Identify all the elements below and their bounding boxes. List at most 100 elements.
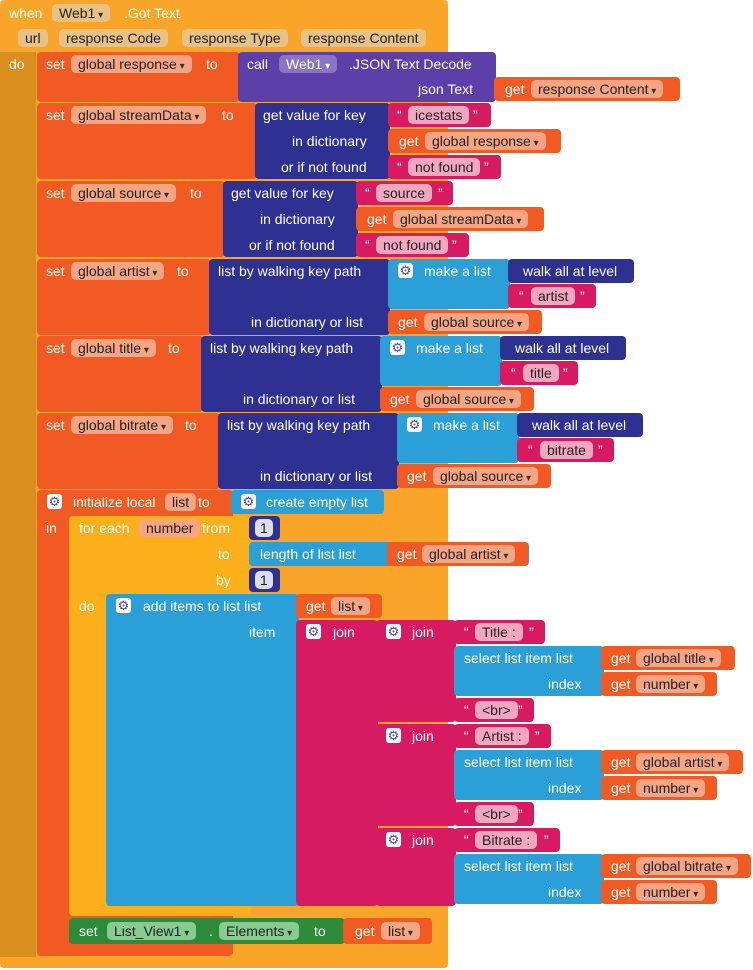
gear-icon[interactable]: ⚙ <box>398 263 413 278</box>
join-label: join <box>412 832 434 848</box>
create-empty-list-block[interactable] <box>231 490 384 514</box>
get-dropdown-global-response[interactable]: global response <box>425 132 546 150</box>
event-component-dropdown[interactable]: Web1 <box>52 4 111 22</box>
in-dict-or-list-label: in dictionary or list <box>251 314 364 330</box>
text-value-not-found[interactable]: not found <box>376 236 449 254</box>
param-url[interactable]: url <box>18 29 48 47</box>
to-label: to <box>222 107 234 123</box>
by-label: by <box>216 572 231 588</box>
get-dropdown-response-content[interactable]: response Content <box>531 80 664 98</box>
variable-dropdown-artist[interactable]: global artist <box>71 262 165 280</box>
get-dropdown-number[interactable]: number <box>636 779 706 797</box>
get-dropdown-global-artist[interactable]: global artist <box>636 753 730 771</box>
in-dictionary-label: in dictionary <box>260 211 335 227</box>
walk-all-at-level-block[interactable] <box>508 259 634 283</box>
select-list-item-block[interactable] <box>454 854 604 904</box>
gear-icon[interactable]: ⚙ <box>116 598 131 613</box>
text-value-source[interactable]: source <box>376 184 433 202</box>
select-list-item-block[interactable] <box>454 750 604 800</box>
variable-dropdown-source[interactable]: global source <box>71 184 177 202</box>
gear-icon[interactable]: ⚙ <box>306 624 321 639</box>
variable-dropdown-title[interactable]: global title <box>71 339 156 357</box>
get-value-for-key-block[interactable] <box>255 103 390 179</box>
get-dropdown-number[interactable]: number <box>636 675 706 693</box>
get-dropdown-global-source[interactable]: global source <box>424 313 530 331</box>
number-value-by[interactable]: 1 <box>255 571 273 589</box>
gear-icon[interactable]: ⚙ <box>241 494 256 509</box>
property-dropdown-elements[interactable]: Elements <box>219 922 300 940</box>
param-response-content[interactable]: response Content <box>301 29 426 47</box>
local-variable-name[interactable]: list <box>165 493 197 511</box>
index-label: index <box>548 884 582 900</box>
text-value-not-found[interactable]: not found <box>408 158 481 176</box>
walk-key-path-label: list by walking key path <box>227 417 371 433</box>
loop-variable-name[interactable]: number <box>139 519 201 537</box>
method-name-label: .JSON Text Decode <box>349 56 472 72</box>
get-dropdown-global-source[interactable]: global source <box>416 390 522 408</box>
get-value-for-key-block[interactable] <box>223 181 358 257</box>
to-label: to <box>168 340 180 356</box>
variable-dropdown-response[interactable]: global response <box>71 55 192 73</box>
text-value-bitrate-label[interactable]: Bitrate : <box>475 831 538 849</box>
in-dict-or-list-label: in dictionary or list <box>260 468 373 484</box>
set-label: set <box>46 56 65 72</box>
walk-key-path-label: list by walking key path <box>210 340 354 356</box>
get-label: get <box>390 391 410 407</box>
in-label: in <box>46 520 57 536</box>
select-list-item-block[interactable] <box>454 646 604 696</box>
get-dropdown-number[interactable]: number <box>636 883 706 901</box>
text-value-bitrate[interactable]: bitrate <box>540 441 593 459</box>
join-block-outer[interactable] <box>296 620 378 906</box>
text-value-br[interactable]: <br> <box>475 805 518 823</box>
get-dropdown-global-source[interactable]: global source <box>433 467 539 485</box>
variable-dropdown-streamdata[interactable]: global streamData <box>71 106 207 124</box>
text-value-title-label[interactable]: Title : <box>475 623 523 641</box>
text-value-br[interactable]: <br> <box>475 701 518 719</box>
call-component-dropdown[interactable]: Web1 <box>279 55 338 73</box>
param-response-type[interactable]: response Type <box>182 29 288 47</box>
close-quote: ” <box>529 624 534 640</box>
get-value-for-key-label: get value for key <box>263 107 366 123</box>
gear-icon[interactable]: ⚙ <box>390 340 405 355</box>
walk-key-path-block[interactable] <box>218 413 399 489</box>
gear-icon[interactable]: ⚙ <box>47 494 62 509</box>
walk-key-path-block[interactable] <box>209 259 390 335</box>
walk-all-at-level-block[interactable] <box>500 336 626 360</box>
text-value-artist[interactable]: artist <box>531 287 576 305</box>
get-dropdown-list[interactable]: list <box>381 922 420 940</box>
set-label: set <box>46 340 65 356</box>
get-label: get <box>397 546 417 562</box>
get-dropdown-list[interactable]: list <box>331 597 370 615</box>
text-value-title[interactable]: title <box>523 364 559 382</box>
close-quote: ” <box>544 832 549 848</box>
loop-to-label: to <box>218 546 230 562</box>
get-dropdown-global-bitrate[interactable]: global bitrate <box>636 857 738 875</box>
walk-all-at-level-block[interactable] <box>517 413 643 437</box>
gear-icon[interactable]: ⚙ <box>386 728 401 743</box>
get-dropdown-global-streamdata[interactable]: global streamData <box>393 210 529 228</box>
gear-icon[interactable]: ⚙ <box>386 624 401 639</box>
get-dropdown-global-artist[interactable]: global artist <box>422 545 516 563</box>
gear-icon[interactable]: ⚙ <box>386 832 401 847</box>
variable-dropdown-bitrate[interactable]: global bitrate <box>71 416 173 434</box>
walk-key-path-block[interactable] <box>201 336 382 412</box>
dot-label: . <box>209 923 213 939</box>
text-value-artist-label[interactable]: Artist : <box>475 727 529 745</box>
join-label: join <box>412 624 434 640</box>
add-items-to-list-block[interactable] <box>106 594 299 906</box>
open-quote: “ <box>397 107 402 123</box>
set-label: set <box>46 107 65 123</box>
open-quote: “ <box>365 185 370 201</box>
get-dropdown-global-title[interactable]: global title <box>636 649 721 667</box>
get-label: get <box>407 468 427 484</box>
text-value-icestats[interactable]: icestats <box>408 106 470 124</box>
component-dropdown-listview[interactable]: List_View1 <box>107 922 197 940</box>
get-label: get <box>611 676 631 692</box>
get-label: get <box>611 884 631 900</box>
open-quote: “ <box>528 442 533 458</box>
call-label: call <box>247 56 269 72</box>
number-value-from[interactable]: 1 <box>255 519 273 537</box>
param-response-code[interactable]: response Code <box>59 29 168 47</box>
gear-icon[interactable]: ⚙ <box>407 417 422 432</box>
